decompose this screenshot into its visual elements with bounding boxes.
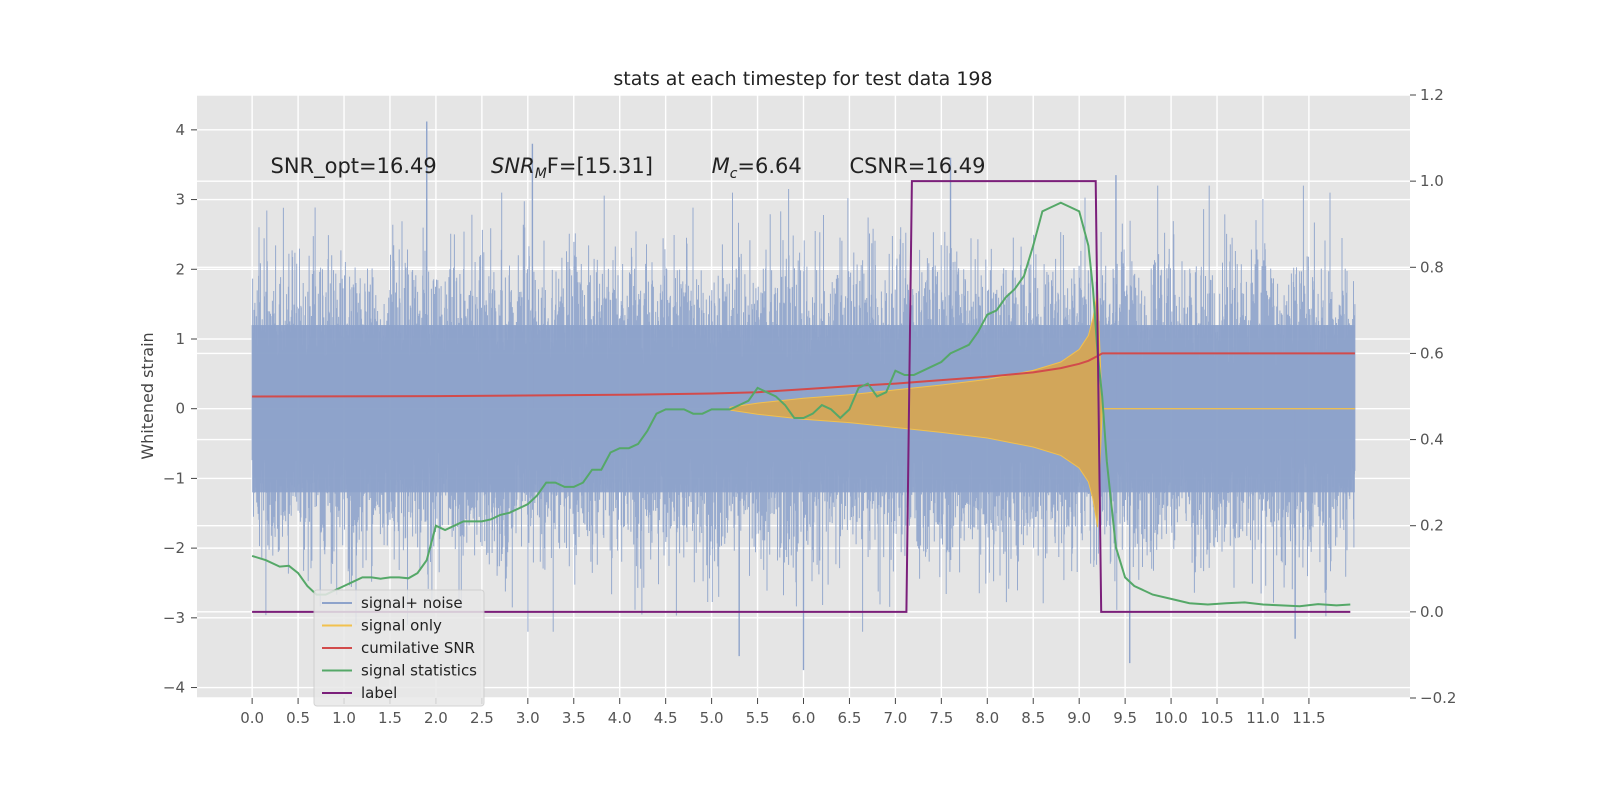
y2-tick-label: 0.4 <box>1420 431 1444 449</box>
line-series-layer <box>251 180 1355 613</box>
y2-tick-label: 0.8 <box>1420 258 1444 276</box>
y2-tick-label: 0.2 <box>1420 517 1444 535</box>
x-tick-label: 6.5 <box>838 709 862 727</box>
legend-box <box>313 589 485 707</box>
x-tick-label: 3.0 <box>516 709 540 727</box>
annotation-text: CSNR=16.49 <box>849 154 985 178</box>
x-tick-label: 1.5 <box>378 709 402 727</box>
x-tick-label: 4.5 <box>654 709 678 727</box>
y-tick-label: −4 <box>163 679 185 697</box>
legend-label: signal statistics <box>361 662 477 680</box>
legend: signal+ noise signal only cumilative SNR si… <box>313 589 485 707</box>
x-tick-label: 8.0 <box>975 709 999 727</box>
y-tick-label: 2 <box>175 260 185 278</box>
x-tick-label: 9.5 <box>1113 709 1137 727</box>
y-tick-label: −3 <box>163 609 185 627</box>
y2-tick-label: 0.0 <box>1420 603 1444 621</box>
x-tick-label: 8.5 <box>1021 709 1045 727</box>
signal-series-layer <box>729 290 1355 528</box>
y-axis-ticks: 4 3 2 1 0 −1 −2 −3 −4 <box>163 121 197 697</box>
legend-label: label <box>361 684 397 702</box>
x-axis-ticks: 0.0 0.5 1.0 1.5 2.0 2.5 3.0 3.5 4.0 4.5 5.0 5.5 6.0 6… <box>240 698 1326 727</box>
legend-label: signal only <box>361 617 442 635</box>
x-tick-label: 7.5 <box>929 709 953 727</box>
chart-title: stats at each timestep for test data 198 <box>613 68 992 90</box>
x-tick-label: 1.0 <box>332 709 356 727</box>
y2-tick-label: 1.0 <box>1420 172 1444 190</box>
y2-tick-label: 1.2 <box>1420 86 1444 104</box>
x-tick-label: 3.5 <box>562 709 586 727</box>
x-tick-label: 5.0 <box>700 709 724 727</box>
x-tick-label: 2.0 <box>424 709 448 727</box>
x-tick-label: 4.0 <box>608 709 632 727</box>
annotation-text: SNRMF=[15.31] <box>491 154 653 182</box>
x-tick-label: 11.5 <box>1292 709 1325 727</box>
x-tick-label: 0.0 <box>240 709 264 727</box>
annotation-text: SNR_opt=16.49 <box>271 154 437 179</box>
x-tick-label: 10.0 <box>1154 709 1187 727</box>
series-line-signal-statistics <box>251 201 1351 608</box>
series-line-cumilative-snr <box>252 352 1355 398</box>
x-tick-label: 0.5 <box>286 709 310 727</box>
x-tick-label: 10.5 <box>1200 709 1233 727</box>
x-tick-label: 2.5 <box>470 709 494 727</box>
legend-label: cumilative SNR <box>361 639 475 657</box>
x-tick-label: 9.0 <box>1067 709 1091 727</box>
y-axis-label: Whitened strain <box>138 332 157 459</box>
x-tick-label: 5.5 <box>746 709 770 727</box>
y-tick-label: 4 <box>175 121 185 139</box>
noise-trace <box>251 185 1356 632</box>
y-tick-label: −2 <box>163 539 185 557</box>
y-tick-label: 0 <box>175 400 185 418</box>
y-tick-label: 3 <box>175 191 185 209</box>
y2-tick-label: −0.2 <box>1420 689 1456 707</box>
x-tick-label: 6.0 <box>792 709 816 727</box>
x-tick-label: 11.0 <box>1246 709 1279 727</box>
annotation-text: Mc=6.64 <box>712 154 802 182</box>
y-tick-label: 1 <box>175 330 185 348</box>
annotations-layer: SNR_opt=16.49 SNRMF=[15.31] Mc=6.64 CSNR=16… <box>271 154 986 182</box>
y2-axis-ticks: 1.2 1.0 0.8 0.6 0.4 0.2 0.0 −0.2 <box>1410 86 1456 707</box>
x-tick-label: 7.0 <box>883 709 907 727</box>
legend-label: signal+ noise <box>361 594 463 612</box>
series-line-label <box>252 180 1351 613</box>
y-tick-label: −1 <box>163 469 185 487</box>
y2-tick-label: 0.6 <box>1420 344 1444 362</box>
